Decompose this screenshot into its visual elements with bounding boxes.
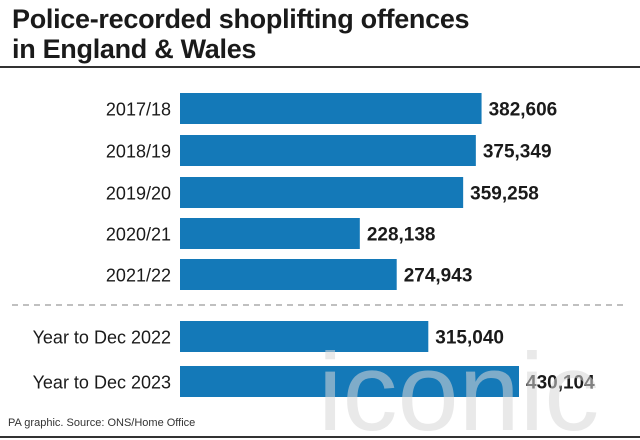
title-line-1: Police-recorded shoplifting offences [12, 4, 470, 34]
value-label: 382,606 [489, 100, 558, 121]
bar [180, 93, 482, 124]
value-label: 430,104 [526, 373, 595, 394]
title-divider [0, 66, 640, 68]
category-label: 2017/18 [106, 100, 171, 120]
category-label: 2019/20 [106, 184, 171, 204]
category-label: 2020/21 [106, 225, 171, 245]
category-label: Year to Dec 2023 [33, 373, 171, 393]
value-label: 315,040 [435, 328, 504, 349]
title-line-2: in England & Wales [12, 34, 257, 64]
category-label: Year to Dec 2022 [33, 328, 171, 348]
value-label: 274,943 [404, 266, 473, 287]
value-label: 375,349 [483, 142, 552, 163]
category-label: 2018/19 [106, 142, 171, 162]
chart-title: Police-recorded shoplifting offences in … [12, 4, 632, 64]
bar [180, 259, 397, 290]
bar [180, 366, 519, 397]
bar [180, 177, 464, 208]
value-label: 359,258 [470, 184, 539, 205]
bar [180, 135, 476, 166]
bar [180, 321, 429, 352]
value-label: 228,138 [367, 225, 436, 246]
category-label: 2021/22 [106, 266, 171, 286]
bar [180, 218, 360, 249]
source-note: PA graphic. Source: ONS/Home Office [8, 417, 196, 429]
bottom-divider [0, 436, 640, 438]
